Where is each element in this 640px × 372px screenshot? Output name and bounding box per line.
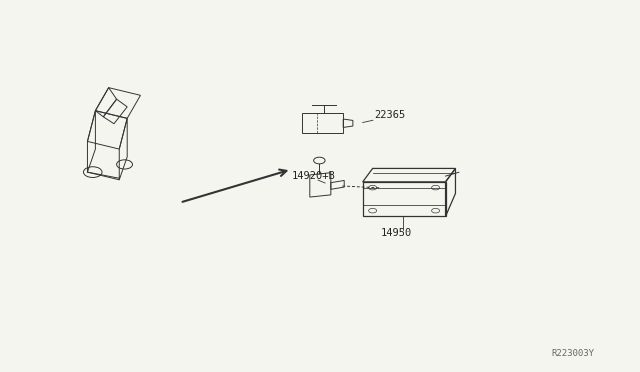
Text: 14950: 14950 [381,228,412,238]
Text: 22365: 22365 [374,110,405,120]
Text: 14920+B: 14920+B [291,171,335,181]
Text: R223003Y: R223003Y [551,349,594,358]
